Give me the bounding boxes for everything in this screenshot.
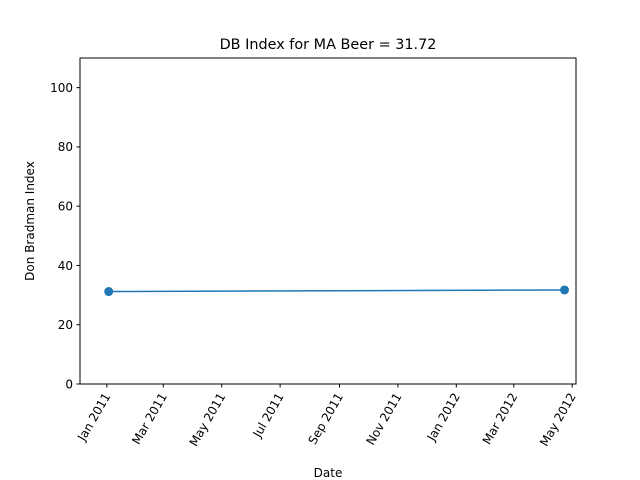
plot-area — [104, 285, 570, 297]
x-tick-label: May 2012 — [537, 391, 579, 449]
x-tick-label: Mar 2012 — [480, 391, 521, 447]
x-tick-label: Jan 2011 — [74, 391, 113, 445]
y-axis-label: Don Bradman Index — [23, 161, 37, 281]
x-tick-label: May 2011 — [187, 391, 229, 449]
x-tick-label: Nov 2011 — [363, 391, 404, 448]
plot-frame — [79, 57, 577, 385]
x-tick-label: Jul 2011 — [250, 391, 287, 441]
y-tick-label: 40 — [58, 259, 73, 273]
y-tick-label: 0 — [65, 377, 73, 391]
x-tick-label: Mar 2011 — [129, 391, 170, 447]
series-line — [108, 289, 565, 293]
x-axis-label: Date — [314, 466, 343, 480]
x-axis: Jan 2011 Mar 2011 May 2011 Jul 2011 Sep 2011… — [74, 384, 579, 449]
data-point — [560, 285, 570, 295]
x-tick-label: Jan 2012 — [424, 391, 463, 445]
x-tick-label: Sep 2011 — [305, 391, 346, 447]
chart-title: DB Index for MA Beer = 31.72 — [220, 37, 437, 53]
y-tick-label: 100 — [50, 81, 73, 95]
y-tick-label: 20 — [58, 318, 73, 332]
y-tick-label: 60 — [58, 199, 73, 213]
y-tick-label: 80 — [58, 140, 73, 154]
data-point — [104, 287, 114, 297]
y-axis: 0 20 40 60 80 100 — [50, 81, 80, 391]
